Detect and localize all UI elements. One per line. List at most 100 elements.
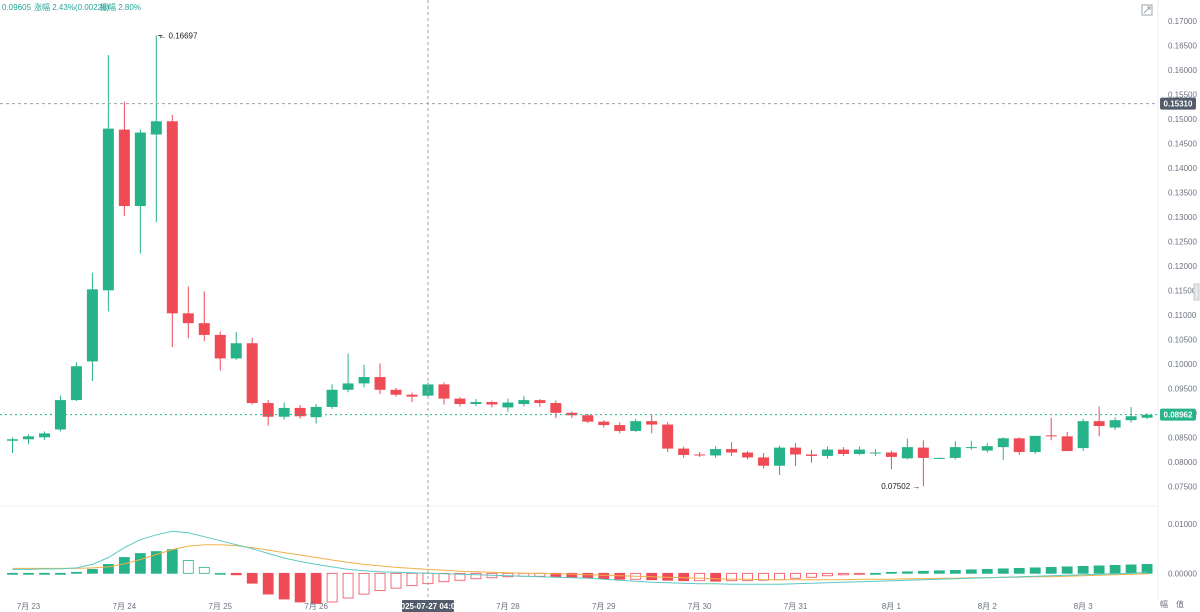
macd-histogram-bar (981, 568, 993, 574)
candle-body (1013, 438, 1025, 453)
y-tick-label: 0.14500 (1168, 139, 1197, 148)
expand-icon[interactable] (1141, 4, 1153, 16)
last-price-label: 0.08962 (1164, 411, 1193, 420)
candle-body (550, 403, 562, 413)
candle-body (662, 424, 674, 449)
candle-body (326, 389, 338, 407)
macd-histogram-bar (1045, 566, 1057, 574)
candle-body (646, 421, 658, 425)
macd-histogram-bar (901, 571, 913, 574)
x-tick-label: 7月 23 (17, 602, 41, 611)
candle-body (518, 400, 530, 404)
y-tick-label: 0.12000 (1168, 262, 1197, 271)
macd-histogram-bar (278, 572, 290, 600)
candle-body (278, 407, 290, 417)
candle-body (166, 121, 178, 314)
macd-histogram-bar (854, 572, 865, 575)
x-tick-label: 7月 30 (688, 602, 712, 611)
macd-histogram-bar (1109, 565, 1121, 574)
candle-body (1061, 436, 1073, 452)
candle-body (470, 402, 482, 404)
candle-body (86, 289, 98, 362)
y-tick-label: 0.15500 (1168, 90, 1197, 99)
candle-body (630, 421, 642, 431)
candle-body (726, 449, 738, 453)
macd-histogram-bar (949, 569, 961, 574)
candle-body (901, 447, 913, 459)
macd-histogram-bar (390, 572, 402, 589)
macd-histogram-bar (678, 572, 690, 582)
candle-body (758, 457, 770, 466)
candle-body (885, 452, 897, 457)
macd-histogram-bar (933, 570, 945, 574)
candle-body (182, 313, 194, 324)
header-amplitude: 振幅 2.80% (100, 2, 141, 12)
candle-body (949, 447, 961, 458)
candle-body (981, 446, 993, 451)
high-annotation-label: ← 0.16697 (158, 32, 198, 41)
macd-histogram-bar (470, 572, 482, 580)
header-change: 涨幅 2.43%(0.00228) (34, 2, 109, 12)
macd-histogram-bar (454, 572, 466, 581)
candle-body (7, 439, 18, 441)
candle-body (262, 403, 274, 417)
crosshair-price-label: 0.15310 (1164, 100, 1193, 109)
candle-body (566, 412, 578, 416)
candle-body (454, 398, 466, 404)
candle-body (214, 334, 226, 359)
macd-histogram-bar (55, 572, 66, 575)
y-tick-label: 0.11500 (1168, 286, 1197, 295)
macd-histogram-bar (246, 572, 258, 584)
macd-histogram-bar (150, 551, 162, 574)
macd-histogram-bar (1093, 565, 1105, 574)
x-tick-label: 8月 3 (1074, 602, 1094, 611)
candle-body (22, 436, 34, 440)
macd-histogram-bar (774, 572, 785, 581)
macd-histogram-bar (438, 572, 450, 583)
candle-body (1125, 416, 1137, 421)
y-tick-label: 0.17000 (1168, 17, 1197, 26)
y-tick-label: 0.13000 (1168, 213, 1197, 222)
candle-body (1045, 435, 1057, 437)
candle-body (310, 406, 322, 418)
y-tick-label: 0.09500 (1168, 384, 1197, 393)
candle-body (70, 366, 82, 401)
macd-histogram-bar (710, 572, 722, 582)
candle-body (150, 121, 162, 135)
candle-body (806, 454, 817, 456)
macd-histogram-bar (582, 572, 594, 579)
macd-histogram-bar (326, 572, 338, 603)
macd-histogram-bar (806, 572, 817, 578)
candle-body (486, 402, 498, 405)
crosshair-time-label: 2025-07-27 04:00 (396, 602, 460, 611)
candle-body (694, 454, 706, 456)
candle-body (294, 407, 306, 417)
axis-mode-label-1[interactable]: 幅 (1160, 599, 1168, 609)
scroll-handle[interactable] (1193, 283, 1200, 301)
last-price-badge (1160, 408, 1196, 421)
grid-layer (0, 0, 1159, 600)
x-tick-label: 8月 2 (978, 602, 998, 611)
candle-body (742, 452, 754, 458)
macd-histogram-bar (1125, 564, 1137, 574)
candle-body (534, 400, 546, 404)
macd-histogram-bar (198, 566, 210, 574)
y-tick-label: 0.10000 (1168, 360, 1197, 369)
x-tick-label: 7月 28 (496, 602, 520, 611)
macd-histogram-bar (822, 572, 833, 577)
macd-histogram-bar (118, 557, 130, 574)
x-tick-label: 7月 26 (304, 602, 328, 611)
x-axis: 7月 23 7月 24 7月 25 7月 26 7月 28 7月 29 7月 30 7月 31… (17, 602, 1094, 611)
macd-histogram-bar (310, 572, 322, 604)
candle-body (678, 448, 690, 455)
axis-mode-label-2[interactable]: 值 (1176, 599, 1184, 609)
y-tick-label: 0.08000 (1168, 458, 1197, 467)
candle-body (917, 447, 929, 458)
y-tick-label: 0.10500 (1168, 335, 1197, 344)
macd-histogram-bar (342, 572, 354, 599)
candle-body (614, 425, 626, 431)
macd-histogram-bar (742, 572, 753, 582)
candle-body (502, 402, 514, 408)
candle-body (38, 433, 50, 438)
